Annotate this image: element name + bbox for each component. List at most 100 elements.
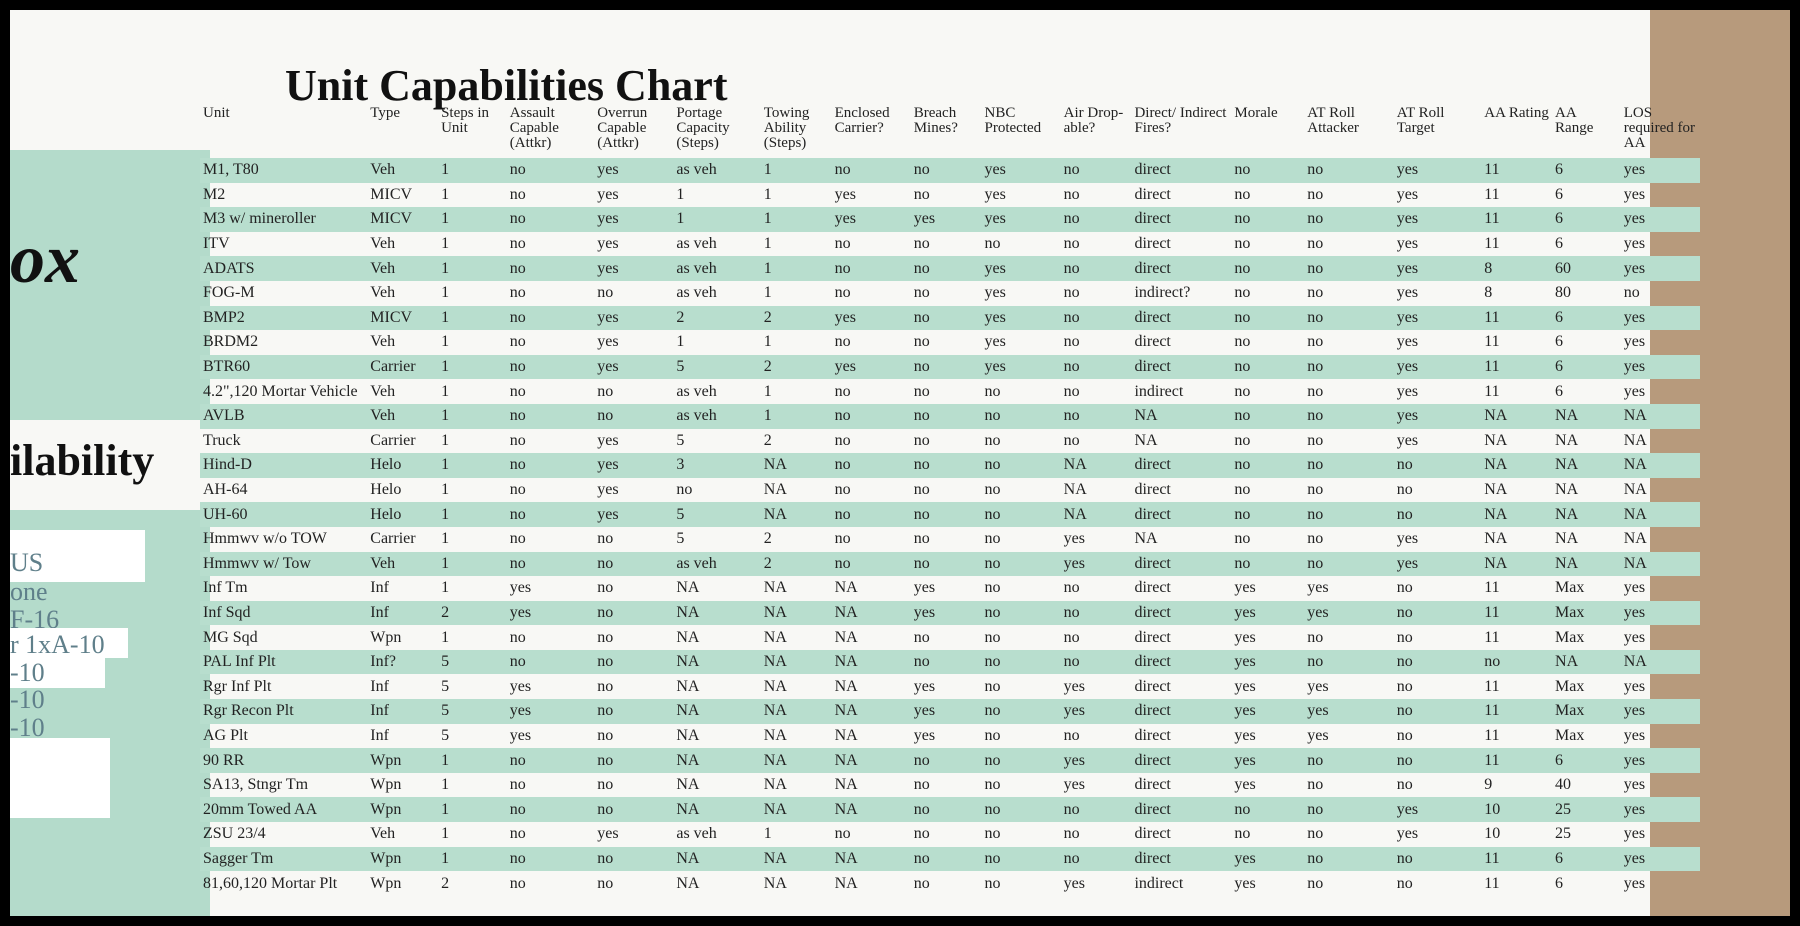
- table-cell: no: [597, 776, 614, 794]
- table-cell: 1: [441, 628, 450, 646]
- table-cell: no: [1307, 825, 1324, 843]
- table-cell: direct: [1134, 628, 1171, 646]
- table-cell: direct: [1131, 797, 1232, 823]
- table-row: ADATS Veh 1 no yes as veh 1 no no yes no direct no no…: [200, 256, 1700, 281]
- table-cell: yes: [1620, 748, 1700, 773]
- column-header: Air Drop-able?: [1063, 105, 1124, 136]
- table-cell: 6: [1552, 305, 1621, 331]
- table-cell: NA: [760, 453, 832, 478]
- table-cell: 20mm Towed AA: [200, 797, 368, 823]
- table-cell: yes: [981, 207, 1061, 232]
- table-cell: no: [910, 354, 982, 380]
- column-header: Direct/ Indirect Fires?: [1134, 105, 1227, 136]
- column-header: Assault Capable (Attkr): [509, 105, 559, 151]
- table-cell: no: [913, 333, 930, 351]
- side-text: -10: [10, 658, 45, 687]
- table-cell: no: [1307, 333, 1324, 351]
- table-cell: no: [981, 551, 1061, 577]
- table-cell: no: [984, 726, 1001, 744]
- table-cell: yes: [1304, 600, 1394, 626]
- table-cell: no: [1304, 305, 1394, 331]
- table-cell: Veh: [370, 825, 396, 843]
- table-cell: 1: [441, 185, 450, 203]
- table-cell: no: [1307, 382, 1324, 400]
- table-cell: yes: [597, 825, 619, 843]
- table-cell: no: [1307, 776, 1324, 794]
- table-cell: no: [1307, 185, 1324, 203]
- table-cell: no: [509, 825, 526, 843]
- table-cell: NA: [676, 628, 700, 646]
- table-cell: no: [1396, 628, 1413, 646]
- table-cell: 11: [1484, 874, 1500, 892]
- table-cell: no: [506, 354, 595, 380]
- table-cell: no: [1231, 797, 1305, 823]
- table-cell: NA: [763, 481, 787, 499]
- table-cell: 1: [438, 797, 507, 823]
- table-cell: NA: [673, 649, 761, 675]
- table-cell: no: [509, 382, 526, 400]
- table-cell: no: [834, 431, 851, 449]
- table-cell: M2: [203, 185, 226, 203]
- table-cell: Wpn: [370, 776, 402, 794]
- table-cell: no: [509, 481, 526, 499]
- table-cell: 11: [1481, 158, 1553, 183]
- table-cell: 11: [1484, 677, 1500, 695]
- table-cell: yes: [831, 207, 911, 232]
- table-cell: yes: [1393, 403, 1482, 429]
- table-cell: as veh: [676, 825, 717, 843]
- table-cell: no: [1231, 256, 1305, 281]
- table-cell: yes: [1620, 354, 1700, 380]
- table-cell: yes: [1234, 677, 1256, 695]
- table-cell: Hmmwv w/o TOW: [203, 530, 327, 548]
- side-box: [10, 738, 110, 818]
- table-cell: yes: [913, 677, 936, 695]
- table-cell: NA: [834, 726, 858, 744]
- table-cell: no: [506, 403, 595, 429]
- table-cell: as veh: [673, 256, 761, 281]
- table-cell: no: [1234, 481, 1251, 499]
- table-cell: direct: [1131, 748, 1232, 773]
- table-cell: 40: [1555, 776, 1572, 794]
- table-cell: no: [1307, 530, 1324, 548]
- table-cell: no: [1396, 481, 1413, 499]
- table-cell: no: [834, 382, 851, 400]
- table-cell: 4.2",120 Mortar Vehicle: [203, 382, 358, 400]
- table-cell: no: [913, 874, 930, 892]
- table-cell: no: [676, 481, 693, 499]
- table-cell: 6: [1555, 382, 1564, 400]
- table-cell: Veh: [367, 256, 439, 281]
- table-cell: no: [1063, 284, 1080, 302]
- column-header: LOS required for AA: [1623, 105, 1695, 151]
- table-cell: no: [1063, 382, 1080, 400]
- table-cell: yes: [597, 431, 619, 449]
- table-cell: no: [913, 284, 930, 302]
- table-cell: yes: [1393, 305, 1482, 331]
- table-cell: no: [981, 403, 1061, 429]
- table-cell: no: [1060, 649, 1132, 675]
- table-cell: NA: [760, 502, 832, 527]
- table-cell: yes: [509, 726, 532, 744]
- table-cell: direct: [1134, 579, 1171, 597]
- table-cell: 1: [438, 256, 507, 281]
- table-cell: yes: [910, 699, 982, 724]
- column-header: AT Roll Target: [1396, 105, 1445, 136]
- table-cell: 5: [676, 530, 685, 548]
- table-cell: Veh: [370, 284, 396, 302]
- table-cell: no: [913, 235, 930, 253]
- column-header: Enclosed Carrier?: [834, 105, 890, 136]
- table-cell: direct: [1134, 825, 1171, 843]
- table-cell: yes: [1231, 600, 1305, 626]
- table-cell: no: [910, 305, 982, 331]
- table-cell: no: [1231, 453, 1305, 478]
- table-cell: Truck: [203, 431, 241, 449]
- column-header: Portage Capacity (Steps): [676, 105, 730, 151]
- table-cell: NA: [1481, 403, 1553, 429]
- table-cell: NA: [760, 600, 832, 626]
- table-cell: no: [1063, 431, 1080, 449]
- table-cell: NA: [834, 874, 858, 892]
- table-row: Hmmwv w/ Tow Veh 1 no no as veh 2 no no no yes dire…: [200, 551, 1700, 577]
- table-cell: yes: [1396, 185, 1419, 203]
- table-cell: 1: [760, 403, 832, 429]
- table-cell: yes: [1620, 600, 1700, 626]
- table-cell: no: [1393, 699, 1482, 724]
